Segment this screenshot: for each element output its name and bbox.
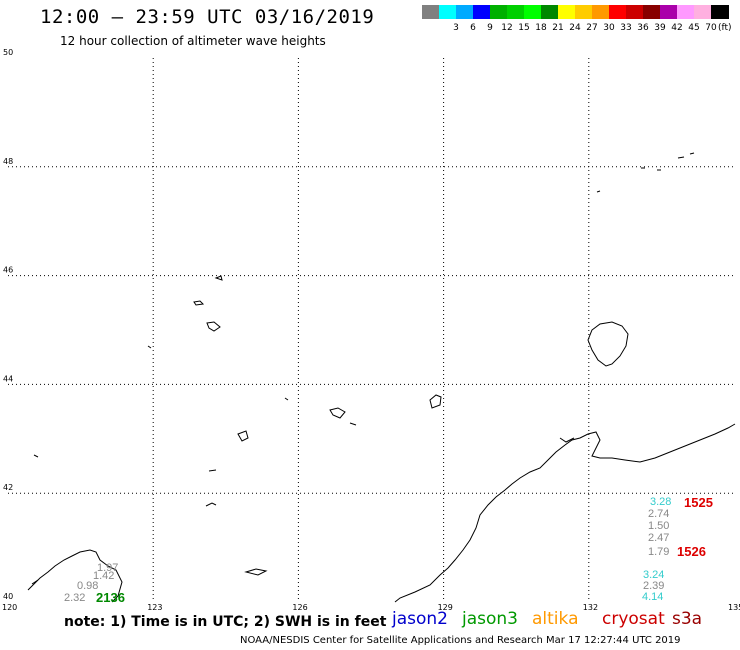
legend-label: 9 [487,23,493,33]
swh-value: 2.47 [648,532,670,544]
longitude-label: 123 [147,603,162,612]
satellite-name: jason2 [392,609,448,629]
legend-swatch [507,5,525,19]
legend-swatch [575,5,593,19]
legend-label: 36 [637,23,649,33]
legend-swatch [677,5,695,19]
axis-labels: 120 123 126 129 132 135 50 48 46 44 42 40 [2,48,740,612]
legend-swatch [609,5,627,19]
satellite-name: altika [532,609,579,629]
legend-swatch [626,5,644,19]
swh-value: 2.39 [643,580,665,592]
swh-value: 1.50 [648,520,670,532]
legend-label: 45 [688,23,700,33]
satellite-name: s3a [672,609,703,629]
map-title: 12:00 – 23:59 UTC 03/16/2019 [40,6,375,28]
latitude-label: 44 [3,374,13,383]
latitude-label: 46 [3,266,13,275]
swh-value: 3.24 [643,569,665,581]
legend-label: 42 [671,23,683,33]
legend-swatch [490,5,508,19]
legend-swatch [643,5,661,19]
credit-line: NOAA/NESDIS Center for Satellite Applica… [240,635,681,646]
legend-swatch [541,5,559,19]
legend-swatch [422,5,440,19]
swh-value: 3.28 [650,496,672,508]
legend-label: 15 [518,23,530,33]
legend-label: 24 [569,23,581,33]
coastline [27,152,736,603]
longitude-label: 132 [583,603,598,612]
swh-value: 2.32 [64,592,86,604]
legend-label: 27 [586,23,598,33]
legend-label: 30 [603,23,615,33]
legend-label: 39 [654,23,666,33]
legend-swatch [694,5,712,19]
legend-label: 3 [453,23,459,33]
legend-swatch [711,5,729,19]
footer-note: note: 1) Time is in UTC; 2) SWH is in fe… [64,614,387,630]
swh-value: 1.79 [648,546,670,558]
grid-lines [8,58,734,602]
legend-label: 12 [501,23,513,33]
legend-swatch [558,5,576,19]
longitude-label: 135 [728,603,740,612]
legend-swatch [660,5,678,19]
legend-swatch [473,5,491,19]
swh-value: 4.14 [642,591,664,603]
satellite-name: cryosat [602,609,665,629]
track-time: 2136 [96,590,125,605]
swh-value: 2.74 [648,508,670,520]
swh-value: 0.98 [77,580,99,592]
legend-label: 18 [535,23,547,33]
map-subtitle: 12 hour collection of altimeter wave hei… [60,34,326,48]
legend-swatch [592,5,610,19]
latitude-label: 40 [3,592,13,601]
track-time: 1526 [677,544,706,559]
legend-swatch [439,5,457,19]
legend-label: 21 [552,23,564,33]
track-time: 1525 [684,495,713,510]
legend-swatch [456,5,474,19]
latitude-label: 50 [3,48,13,57]
latitude-label: 42 [3,483,13,492]
satellite-name: jason3 [462,609,518,629]
legend-label: 70 [705,23,717,33]
longitude-label: 129 [438,603,453,612]
longitude-label: 126 [292,603,307,612]
legend-label: 6 [470,23,476,33]
swh-value: 1.97 [97,562,119,574]
legend-unit: (ft) [718,23,732,33]
swh-value: 1.42 [93,570,115,582]
legend-label: 33 [620,23,632,33]
latitude-label: 48 [3,157,13,166]
longitude-label: 120 [2,603,17,612]
legend-swatch [524,5,542,19]
